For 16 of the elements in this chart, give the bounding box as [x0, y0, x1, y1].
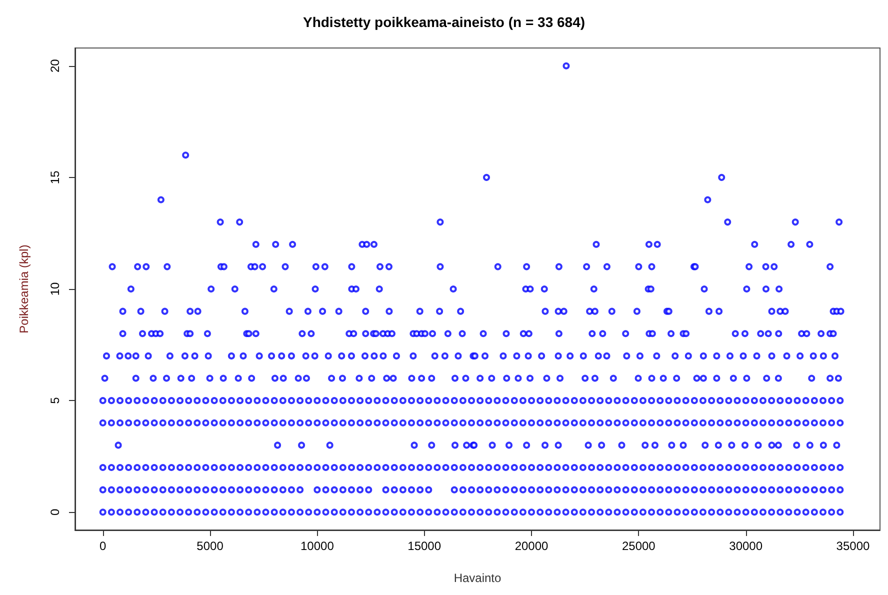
- x-tick-label: 0: [100, 539, 107, 553]
- y-tick-label: 10: [48, 282, 62, 296]
- x-tick-label: 20000: [514, 539, 549, 553]
- x-tick-label: 25000: [622, 539, 656, 553]
- y-tick-label: 0: [48, 508, 62, 516]
- y-tick-label: 15: [48, 170, 62, 184]
- x-tick-label: 10000: [300, 539, 334, 553]
- y-axis-title: Poikkeamia (kpl): [17, 244, 31, 334]
- x-tick-label: 5000: [196, 539, 224, 553]
- x-tick-label: 30000: [729, 539, 763, 553]
- y-tick-label: 5: [48, 396, 62, 404]
- x-tick-label: 15000: [408, 539, 442, 553]
- y-tick-label: 20: [48, 58, 62, 73]
- chart-title: Yhdistetty poikkeama-aineisto (n = 33 684): [302, 14, 586, 30]
- x-axis-title: Havainto: [454, 571, 502, 585]
- x-tick-label: 35000: [836, 539, 870, 553]
